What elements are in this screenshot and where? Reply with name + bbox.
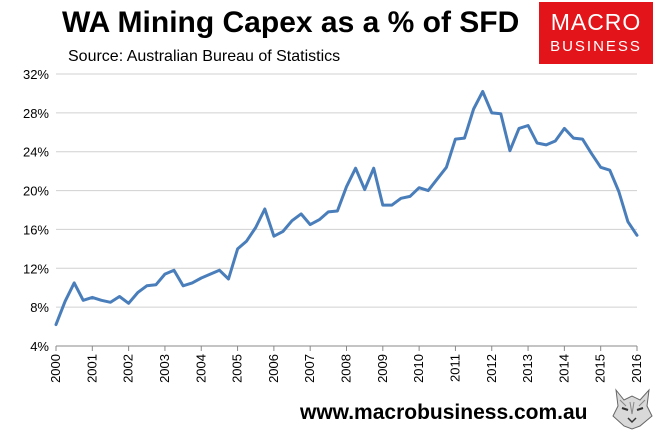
x-tick-label: 2015 [593,354,608,383]
logo-line1: MACRO [550,9,642,35]
series-line [54,90,639,327]
x-tick-label: 2003 [157,354,172,383]
y-tick-label: 12% [23,261,49,276]
wolf-logo-icon [612,388,653,430]
y-tick-label: 20% [23,184,49,199]
y-tick-label: 16% [23,222,49,237]
x-tick-label: 2006 [266,354,281,383]
y-axis-ticks: 4% 8% 12% 16% 20% 24% 28% 32% [23,67,49,354]
y-tick-label: 4% [30,339,49,354]
series-group [54,90,639,327]
x-tick-label: 2009 [375,354,390,383]
x-tick-label: 2008 [339,354,354,383]
chart-title: WA Mining Capex as a % of SFD [62,6,520,39]
x-tick-label: 2004 [193,354,208,383]
logo-line2: BUSINESS [550,38,642,55]
chart-source: Source: Australian Bureau of Statistics [68,48,341,65]
x-tick-label: 2010 [411,354,426,383]
y-tick-label: 28% [23,106,49,121]
x-tick-label: 2002 [121,354,136,383]
x-tick-label: 2001 [84,354,99,383]
x-tick-label: 2005 [230,354,245,383]
footer-url[interactable]: www.macrobusiness.com.au [300,401,588,424]
x-tick-label: 2007 [302,354,317,383]
x-tick-label: 2016 [629,354,644,383]
gridlines [56,73,637,308]
x-tick-label: 2013 [520,354,535,383]
x-axis-ticks: 2000 2001 2002 2003 2004 2005 2006 2007 2008 2009… [48,346,644,383]
y-tick-label: 24% [23,145,49,160]
x-tick-label: 2011 [447,354,462,382]
x-tick-label: 2014 [556,354,571,383]
y-tick-label: 32% [23,67,49,82]
macrobusiness-logo[interactable]: MACRO BUSINESS [539,2,653,64]
x-tick-label: 2012 [484,354,499,383]
y-tick-label: 8% [30,300,49,315]
x-tick-label: 2000 [48,354,63,383]
